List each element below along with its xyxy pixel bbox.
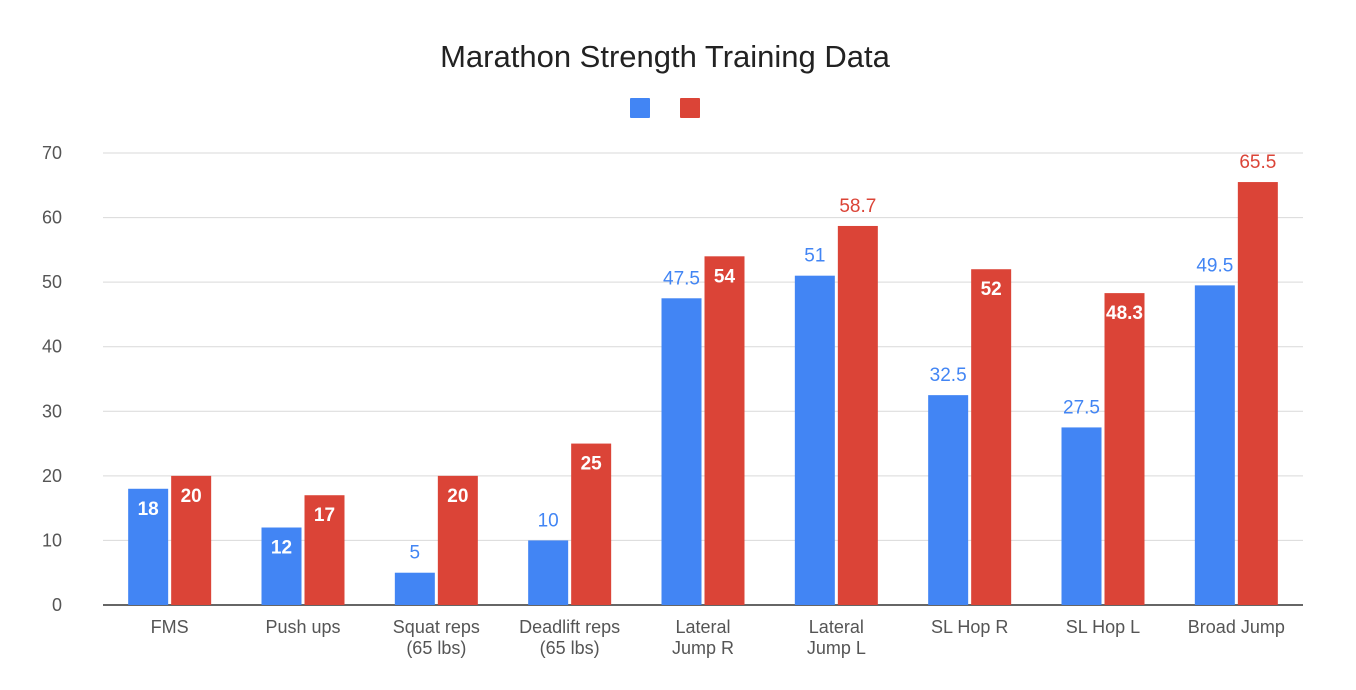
bar [661, 298, 702, 605]
x-tick-label: Squat reps [393, 617, 480, 637]
data-label: 49.5 [1196, 255, 1233, 276]
data-label: 5 [410, 543, 421, 564]
bar [128, 488, 169, 605]
data-label: 47.5 [663, 268, 700, 289]
x-tick-label: FMS [151, 617, 189, 637]
data-label: 27.5 [1063, 397, 1100, 418]
bar [304, 495, 345, 605]
data-label: 48.3 [1106, 303, 1143, 324]
y-tick-label: 60 [42, 208, 62, 228]
x-tick-label: Push ups [265, 617, 340, 637]
data-label: 54 [714, 266, 736, 287]
bar [794, 275, 835, 605]
data-label: 58.7 [839, 196, 876, 217]
bar [171, 475, 212, 605]
bar [437, 475, 478, 605]
y-tick-label: 20 [42, 466, 62, 486]
y-axis-ticks: 0 10 20 30 40 50 60 70 [42, 143, 62, 615]
bar [1237, 182, 1278, 606]
data-label: 20 [181, 486, 202, 507]
data-label: 51 [804, 246, 825, 267]
x-tick-label: Jump R [672, 638, 734, 658]
data-label: 12 [271, 538, 292, 559]
y-tick-label: 30 [42, 401, 62, 421]
x-tick-label: Lateral [675, 617, 730, 637]
bar [528, 540, 569, 605]
data-labels: 18 20 12 17 5 20 10 25 47.5 54 51 58.7 32.5 52 27.5 48.… [138, 152, 1277, 564]
data-label: 20 [447, 486, 468, 507]
x-tick-label: Deadlift reps [519, 617, 620, 637]
chart-title: Marathon Strength Training Data [440, 39, 891, 74]
legend-swatch-1 [630, 98, 650, 118]
bar [928, 395, 969, 605]
y-tick-label: 10 [42, 530, 62, 550]
bar [571, 443, 612, 605]
bar [394, 572, 435, 605]
x-tick-label: (65 lbs) [406, 638, 466, 658]
data-label: 18 [138, 499, 159, 520]
x-tick-label: SL Hop L [1066, 617, 1140, 637]
y-tick-label: 0 [52, 595, 62, 615]
gridlines [103, 152, 1303, 606]
legend-swatch-2 [680, 98, 700, 118]
data-label: 65.5 [1239, 152, 1276, 173]
bars [128, 182, 1278, 606]
bar [261, 527, 302, 605]
x-tick-label: (65 lbs) [540, 638, 600, 658]
bar [704, 256, 745, 605]
x-tick-label: Jump L [807, 638, 866, 658]
data-label: 32.5 [930, 365, 967, 386]
y-tick-label: 40 [42, 337, 62, 357]
bar [971, 269, 1012, 605]
data-label: 10 [538, 510, 559, 531]
bar [1104, 293, 1145, 605]
data-label: 25 [581, 454, 603, 475]
x-axis-ticks: FMS Push ups Squat reps(65 lbs)Deadlift re… [151, 617, 1285, 658]
y-tick-label: 70 [42, 143, 62, 163]
bar [1061, 427, 1102, 605]
x-tick-label: Lateral [809, 617, 864, 637]
bar [837, 225, 878, 606]
bar [1194, 285, 1235, 605]
legend [630, 98, 700, 118]
x-tick-label: Broad Jump [1188, 617, 1285, 637]
data-label: 17 [314, 505, 335, 526]
y-tick-label: 50 [42, 272, 62, 292]
x-tick-label: SL Hop R [931, 617, 1008, 637]
data-label: 52 [981, 279, 1002, 300]
